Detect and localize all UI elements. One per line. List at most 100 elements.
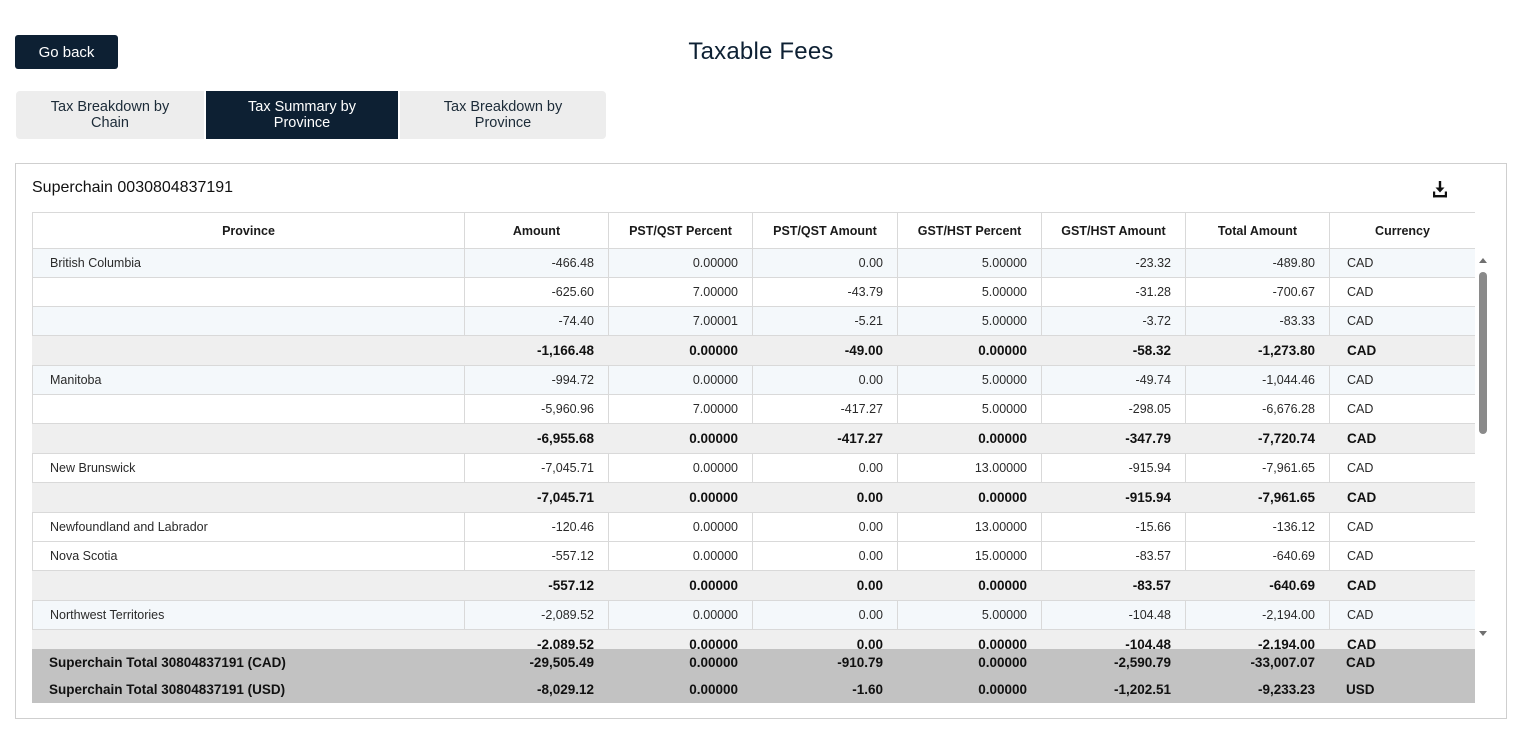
column-header-total-amount[interactable]: Total Amount bbox=[1185, 212, 1330, 249]
pst-qst-percent-cell: 0.00000 bbox=[608, 649, 752, 676]
table-row[interactable]: Manitoba -994.72 0.00000 0.00 5.00000 -49.74-… bbox=[32, 365, 1475, 395]
gst-hst-amount-cell: -1,202.51 bbox=[1041, 676, 1185, 703]
total-amount-cell: -640.69 bbox=[1185, 541, 1330, 571]
province-cell bbox=[32, 335, 465, 366]
column-header-province[interactable]: Province bbox=[32, 212, 465, 249]
province-cell bbox=[32, 277, 465, 307]
download-icon[interactable] bbox=[1430, 179, 1450, 199]
go-back-button[interactable]: Go back bbox=[15, 35, 118, 69]
table-row[interactable]: Nova Scotia -557.12 0.00000 0.00 15.00000 -83… bbox=[32, 541, 1475, 571]
gst-hst-amount-cell: -83.57 bbox=[1041, 570, 1186, 601]
total-amount-cell: -700.67 bbox=[1185, 277, 1330, 307]
table-row[interactable]: -625.60 7.00000 -43.79 5.00000 -31.28 -700.67… bbox=[32, 277, 1475, 307]
pst-qst-percent-cell: 0.00000 bbox=[608, 600, 753, 630]
subtotal-row[interactable]: -1,166.48 0.00000 -49.00 0.00000 -58.32 -1,27… bbox=[32, 335, 1475, 366]
subtotal-row[interactable]: -557.12 0.00000 0.00 0.00000 -83.57 -640.69 CA… bbox=[32, 570, 1475, 601]
gst-hst-amount-cell: -298.05 bbox=[1041, 394, 1186, 424]
gst-hst-amount-cell: -23.32 bbox=[1041, 248, 1186, 278]
table-row[interactable]: Newfoundland and Labrador -120.46 0.00000 0… bbox=[32, 512, 1475, 542]
pst-qst-amount-cell: 0.00 bbox=[752, 512, 898, 542]
currency-cell: CAD bbox=[1329, 453, 1475, 483]
pst-qst-amount-cell: -49.00 bbox=[752, 335, 898, 366]
column-header-pst-qst-amount[interactable]: PST/QST Amount bbox=[752, 212, 898, 249]
tab-tax-summary-by-province[interactable]: Tax Summary by Province bbox=[206, 91, 398, 139]
currency-cell: CAD bbox=[1329, 248, 1475, 278]
province-cell bbox=[32, 482, 465, 513]
table-header-row: Province Amount PST/QST Percent PST/QST … bbox=[32, 212, 1475, 249]
currency-cell: CAD bbox=[1329, 512, 1475, 542]
table-row[interactable]: -74.40 7.00001 -5.21 5.00000 -3.72 -83.33 CAD bbox=[32, 306, 1475, 336]
gst-hst-amount-cell: -31.28 bbox=[1041, 277, 1186, 307]
pst-qst-percent-cell: 0.00000 bbox=[608, 676, 752, 703]
total-amount-cell: -1,273.80 bbox=[1185, 335, 1330, 366]
subtotal-row[interactable]: -7,045.71 0.00000 0.00 0.00000 -915.94 -7,961… bbox=[32, 482, 1475, 513]
subtotal-row[interactable]: -6,955.68 0.00000 -417.27 0.00000 -347.79 -7,… bbox=[32, 423, 1475, 454]
table-row[interactable]: Northwest Territories -2,089.52 0.00000 0.0… bbox=[32, 600, 1475, 630]
gst-hst-percent-cell: 5.00000 bbox=[897, 394, 1042, 424]
amount-cell: -5,960.96 bbox=[464, 394, 609, 424]
total-amount-cell: -640.69 bbox=[1185, 570, 1330, 601]
pst-qst-percent-cell: 0.00000 bbox=[608, 541, 753, 571]
province-cell: Northwest Territories bbox=[32, 600, 465, 630]
currency-cell: CAD bbox=[1329, 649, 1475, 676]
province-cell bbox=[32, 306, 465, 336]
province-cell: Nova Scotia bbox=[32, 541, 465, 571]
total-amount-cell: -1,044.46 bbox=[1185, 365, 1330, 395]
tab-bar: Tax Breakdown by Chain Tax Summary by Pr… bbox=[16, 91, 606, 139]
scrollbar-thumb[interactable] bbox=[1479, 272, 1487, 434]
pst-qst-amount-cell: -910.79 bbox=[752, 649, 897, 676]
column-header-gst-hst-percent[interactable]: GST/HST Percent bbox=[897, 212, 1042, 249]
province-cell bbox=[32, 570, 465, 601]
column-header-amount[interactable]: Amount bbox=[464, 212, 609, 249]
pst-qst-amount-cell: -43.79 bbox=[752, 277, 898, 307]
gst-hst-amount-cell: -58.32 bbox=[1041, 335, 1186, 366]
vertical-scrollbar[interactable] bbox=[1477, 256, 1489, 638]
province-cell: Newfoundland and Labrador bbox=[32, 512, 465, 542]
amount-cell: -74.40 bbox=[464, 306, 609, 336]
total-amount-cell: -33,007.07 bbox=[1185, 649, 1329, 676]
amount-cell: -120.46 bbox=[464, 512, 609, 542]
pst-qst-percent-cell: 0.00000 bbox=[608, 423, 753, 454]
column-header-pst-qst-percent[interactable]: PST/QST Percent bbox=[608, 212, 753, 249]
total-row: Superchain Total 30804837191 (USD) -8,029… bbox=[32, 676, 1475, 703]
total-row: Superchain Total 30804837191 (CAD) -29,50… bbox=[32, 649, 1475, 676]
tab-tax-breakdown-by-chain[interactable]: Tax Breakdown by Chain bbox=[16, 91, 204, 139]
totals-footer: Superchain Total 30804837191 (CAD) -29,50… bbox=[32, 649, 1475, 703]
pst-qst-percent-cell: 0.00000 bbox=[608, 453, 753, 483]
pst-qst-amount-cell: -1.60 bbox=[752, 676, 897, 703]
table-body: British Columbia -466.48 0.00000 0.00 5.0000… bbox=[32, 248, 1475, 660]
table-row[interactable]: -5,960.96 7.00000 -417.27 5.00000 -298.05 -6,… bbox=[32, 394, 1475, 424]
pst-qst-amount-cell: -417.27 bbox=[752, 423, 898, 454]
total-amount-cell: -7,961.65 bbox=[1185, 453, 1330, 483]
currency-cell: CAD bbox=[1329, 306, 1475, 336]
amount-cell: -8,029.12 bbox=[464, 676, 608, 703]
scroll-down-icon[interactable] bbox=[1479, 631, 1487, 636]
amount-cell: -994.72 bbox=[464, 365, 609, 395]
pst-qst-amount-cell: 0.00 bbox=[752, 600, 898, 630]
currency-cell: CAD bbox=[1329, 541, 1475, 571]
amount-cell: -557.12 bbox=[464, 570, 609, 601]
total-amount-cell: -9,233.23 bbox=[1185, 676, 1329, 703]
gst-hst-percent-cell: 5.00000 bbox=[897, 306, 1042, 336]
table-row[interactable]: British Columbia -466.48 0.00000 0.00 5.0000… bbox=[32, 248, 1475, 278]
total-amount-cell: -6,676.28 bbox=[1185, 394, 1330, 424]
pst-qst-percent-cell: 0.00000 bbox=[608, 570, 753, 601]
column-header-currency[interactable]: Currency bbox=[1329, 212, 1475, 249]
province-cell: British Columbia bbox=[32, 248, 465, 278]
total-amount-cell: -136.12 bbox=[1185, 512, 1330, 542]
amount-cell: -557.12 bbox=[464, 541, 609, 571]
scroll-up-icon[interactable] bbox=[1479, 258, 1487, 263]
gst-hst-percent-cell: 0.00000 bbox=[897, 676, 1041, 703]
currency-cell: USD bbox=[1329, 676, 1475, 703]
superchain-panel: Superchain 0030804837191 Province Amount… bbox=[15, 163, 1507, 719]
currency-cell: CAD bbox=[1329, 365, 1475, 395]
table-row[interactable]: New Brunswick -7,045.71 0.00000 0.00 13.0000… bbox=[32, 453, 1475, 483]
pst-qst-percent-cell: 7.00000 bbox=[608, 277, 753, 307]
column-header-gst-hst-amount[interactable]: GST/HST Amount bbox=[1041, 212, 1186, 249]
gst-hst-percent-cell: 5.00000 bbox=[897, 248, 1042, 278]
pst-qst-amount-cell: -417.27 bbox=[752, 394, 898, 424]
total-amount-cell: -489.80 bbox=[1185, 248, 1330, 278]
currency-cell: CAD bbox=[1329, 482, 1475, 513]
tab-tax-breakdown-by-province[interactable]: Tax Breakdown by Province bbox=[400, 91, 606, 139]
pst-qst-amount-cell: 0.00 bbox=[752, 570, 898, 601]
